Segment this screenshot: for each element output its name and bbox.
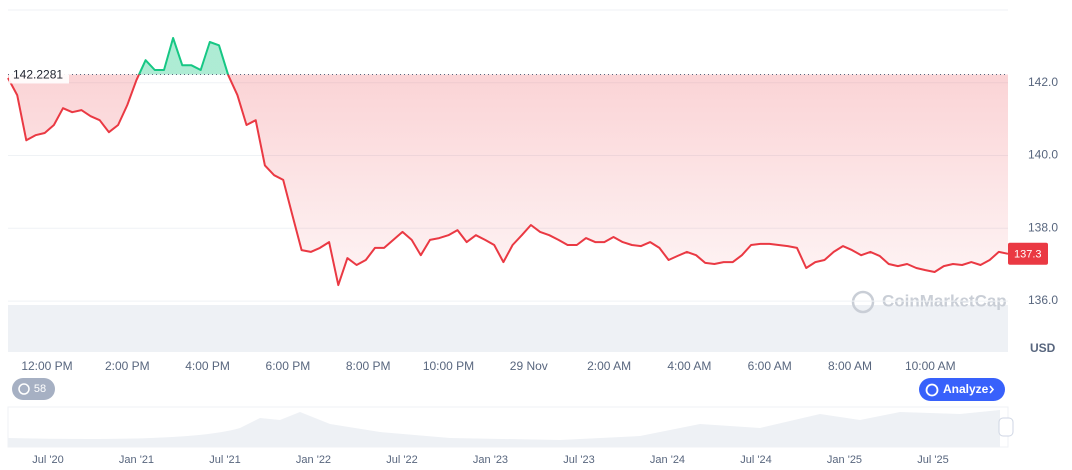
x-tick-label: 8:00 PM [346,359,391,373]
navigator-label: Jul '25 [917,454,948,466]
navigator-label: Jul '23 [563,454,594,466]
y-tick-label: 142.0 [1028,75,1058,89]
badge-icon [18,383,30,395]
x-tick-label: 12:00 PM [21,359,72,373]
analyze-button[interactable] [919,378,1005,401]
navigator-label: Jul '22 [386,454,417,466]
x-tick-label: 2:00 AM [587,359,631,373]
analyze-icon [925,383,939,397]
x-tick-label: 2:00 PM [105,359,150,373]
navigator-label: Jan '25 [827,454,862,466]
price-tag-label: 137.3 [1014,249,1042,261]
watermark-logo [851,290,875,314]
navigator-label: Jan '24 [650,454,685,466]
currency: USD [1030,341,1056,355]
y-tick-label: 140.0 [1028,148,1058,162]
area [8,38,1008,286]
x-tick-label: 6:00 AM [748,359,792,373]
price-tag [1008,242,1048,265]
x-tick-label: 10:00 AM [905,359,956,373]
y-tick-label: 138.0 [1028,220,1058,234]
baseline-label: 142.2281 [13,68,63,82]
x-tick-label: 8:00 AM [828,359,872,373]
price-line [7,37,1009,287]
analyze-arrow [989,385,995,394]
x-tick-label: 4:00 AM [667,359,711,373]
navigator-label: Jan '23 [473,454,508,466]
x-tick-label: 10:00 PM [423,359,474,373]
volume-area [8,305,1008,352]
navigator-label: Jul '21 [209,454,240,466]
navigator-label: Jan '22 [296,454,331,466]
x-tick-label: 6:00 PM [266,359,311,373]
y-tick-label: 136.0 [1028,293,1058,307]
analyze-text: Analyze [943,382,989,396]
x-tick-label: 4:00 PM [185,359,230,373]
navigator-label: Jul '20 [32,454,63,466]
navigator-area [8,410,1000,447]
navigator-handle[interactable] [998,417,1014,437]
navigator-label: Jan '21 [119,454,154,466]
navigator-label: Jul '24 [740,454,771,466]
x-tick-label: 29 Nov [510,359,548,373]
baseline-tag [9,65,69,84]
badge-text: 58 [34,383,46,395]
